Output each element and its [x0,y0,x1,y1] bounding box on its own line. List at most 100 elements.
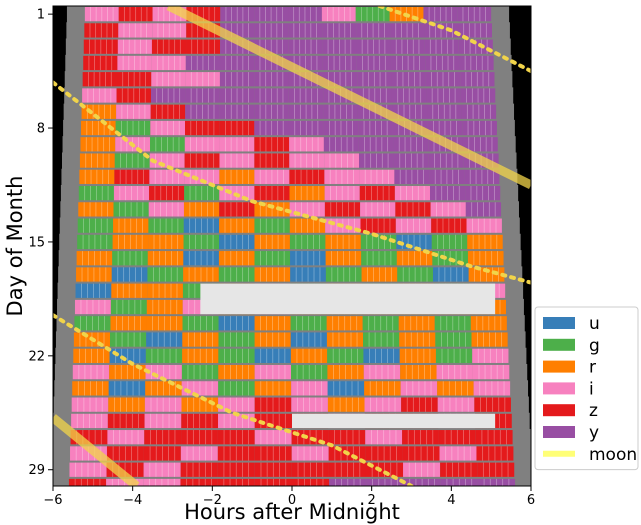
observation-block-g [218,267,255,282]
observation-block-r [112,234,149,250]
observation-block-i [107,430,145,445]
observation-block-y [150,88,186,103]
observation-block-y [393,153,429,168]
observation-block-i [149,153,185,168]
observation-block-y [288,120,324,136]
observation-block-y [356,55,392,71]
observation-block-y [429,169,465,184]
observation-block-r [147,283,183,298]
observation-block-r [76,251,113,266]
observation-block-z [254,478,292,486]
observation-block-y [185,55,221,71]
observation-block-y [390,23,425,38]
observation-block-y [254,72,289,87]
observation-block-y [322,55,357,71]
observation-block-i [69,462,107,477]
observation-block-r [109,364,146,380]
observation-block-i [181,381,219,396]
observation-block-y [366,478,404,486]
observation-block-y [391,55,426,71]
observation-block-y [358,120,393,136]
observation-block-r [113,218,149,233]
observation-block-g [218,348,255,363]
observation-block-i [324,185,360,201]
observation-block-z [184,120,220,136]
observation-block-i [439,446,477,461]
observation-block-y [440,478,478,486]
observation-block-z [474,397,511,412]
observation-block-z [475,430,513,445]
observation-block-y [428,153,464,168]
observation-block-g [113,202,149,217]
observation-block-z [116,88,151,103]
observation-block-z [107,413,145,429]
observation-block-g [360,234,397,250]
observation-block-r [108,397,145,412]
observation-block-u [290,251,326,266]
observation-block-y [288,104,324,119]
observation-block-r [111,283,148,298]
observation-block-g [182,316,219,331]
observation-block-i [71,397,109,412]
observation-block-z [180,462,218,477]
observation-block-i [144,413,182,429]
observation-block-z [84,23,119,38]
y-tick-label: 8 [37,122,45,137]
observation-block-r [72,381,109,396]
observation-block-y [288,23,323,38]
observation-block-r [289,185,325,201]
observation-block-r [73,348,110,363]
observation-block-z [181,413,219,429]
observation-block-y [219,104,255,119]
observation-block-u [146,332,183,347]
observation-block-g [78,185,114,201]
observation-block-r [254,332,291,347]
observation-block-i [117,39,152,54]
observation-block-g [291,364,328,380]
legend-swatch-r [543,360,575,373]
observation-block-u [396,234,432,250]
observation-block-z [217,462,255,477]
observation-block-g [289,234,326,250]
observation-block-g [355,7,390,22]
observation-block-g [434,316,471,331]
observation-block-y [357,72,392,87]
observation-block-z [217,478,255,486]
observation-block-r [327,364,364,380]
observation-block-i [473,381,511,396]
observation-block-u [290,267,326,282]
observation-block-i [254,364,292,380]
observation-block-z [440,462,478,477]
observation-block-y [427,104,462,119]
observation-block-i [360,202,396,217]
observation-block-g [115,120,151,136]
observation-block-g [181,364,219,380]
observation-block-z [324,202,361,217]
moon-tracks [53,6,531,486]
observation-block-r [327,397,365,412]
observation-block-i [254,430,292,445]
legend-label-moon: moon [589,445,637,465]
observation-block-r [110,316,147,331]
observation-block-z [328,430,366,445]
observation-block-r [254,267,291,282]
observation-block-z [149,185,185,201]
observation-block-r [183,202,220,217]
observation-block-y [465,185,501,201]
observation-block-i [184,169,220,184]
observation-block-y [254,23,289,38]
observation-block-i [403,462,441,477]
observation-block-g [435,348,473,363]
observation-block-r [467,234,503,250]
observation-block-r [254,316,291,331]
observation-block-i [117,55,152,71]
observation-block-y [457,7,492,22]
observation-block-u [183,218,220,233]
observation-block-g [184,185,220,201]
x-tick-label: −2 [203,493,222,508]
moon-track-line [166,6,531,190]
observation-block-i [116,104,151,119]
observation-block-z [254,462,292,477]
observation-block-r [399,348,436,363]
